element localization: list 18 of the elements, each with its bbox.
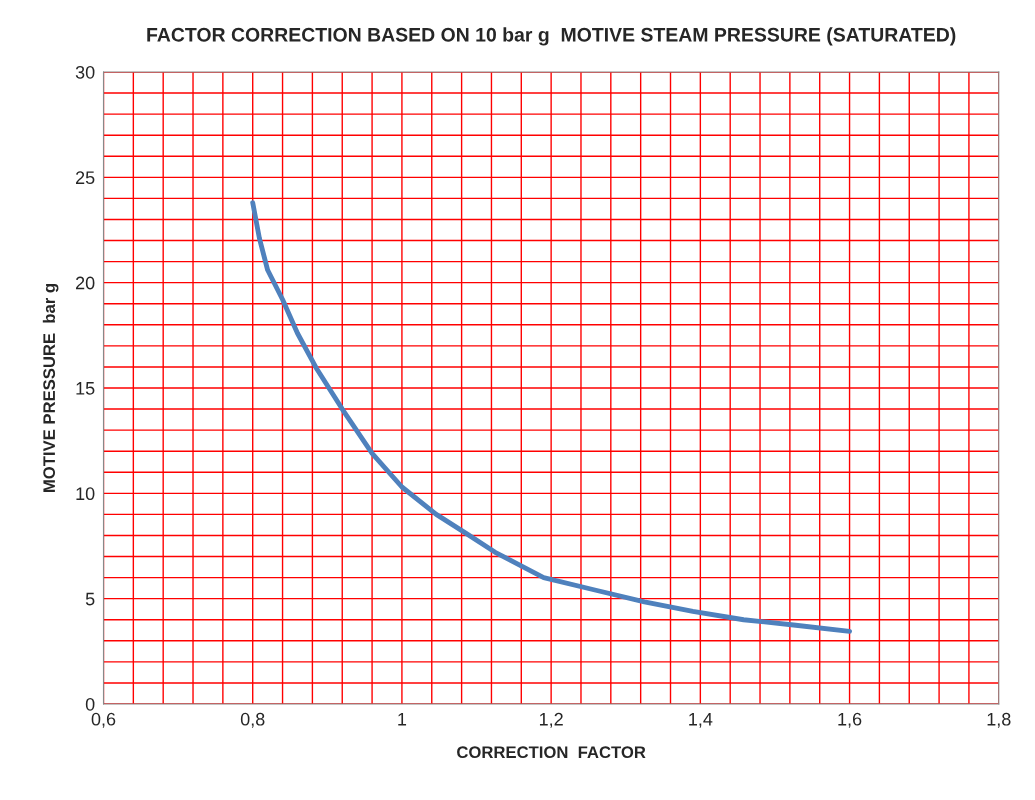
line-series [250, 200, 852, 634]
x-tick-label: 1 [398, 713, 407, 726]
x-tick-label: 1,8 [987, 712, 1011, 728]
x-tick-label: 0,8 [240, 712, 265, 728]
x-tick-label: 1,4 [689, 713, 713, 728]
y-tick-label: 10 [76, 487, 95, 501]
y-tick-label: 0 [85, 697, 95, 711]
x-tick-label: 1,6 [838, 712, 862, 728]
y-tick-label: 5 [85, 592, 95, 606]
chart-title: FACTOR CORRECTION BASED ON 10 bar g MOTIVE STEAM PRESSURE (SATURATED) [147, 27, 956, 46]
x-tick-label: 0,6 [91, 712, 116, 728]
x-axis-title: CORRECTION FACTOR [457, 746, 646, 759]
y-tick-label: 30 [75, 65, 95, 79]
y-tick-label: 15 [76, 382, 95, 395]
y-axis-title: MOTIVE PRESSURE bar g [42, 284, 59, 492]
y-tick-label: 20 [75, 276, 95, 290]
y-tick-label: 25 [75, 171, 95, 185]
x-tick-label: 1,2 [539, 712, 563, 728]
